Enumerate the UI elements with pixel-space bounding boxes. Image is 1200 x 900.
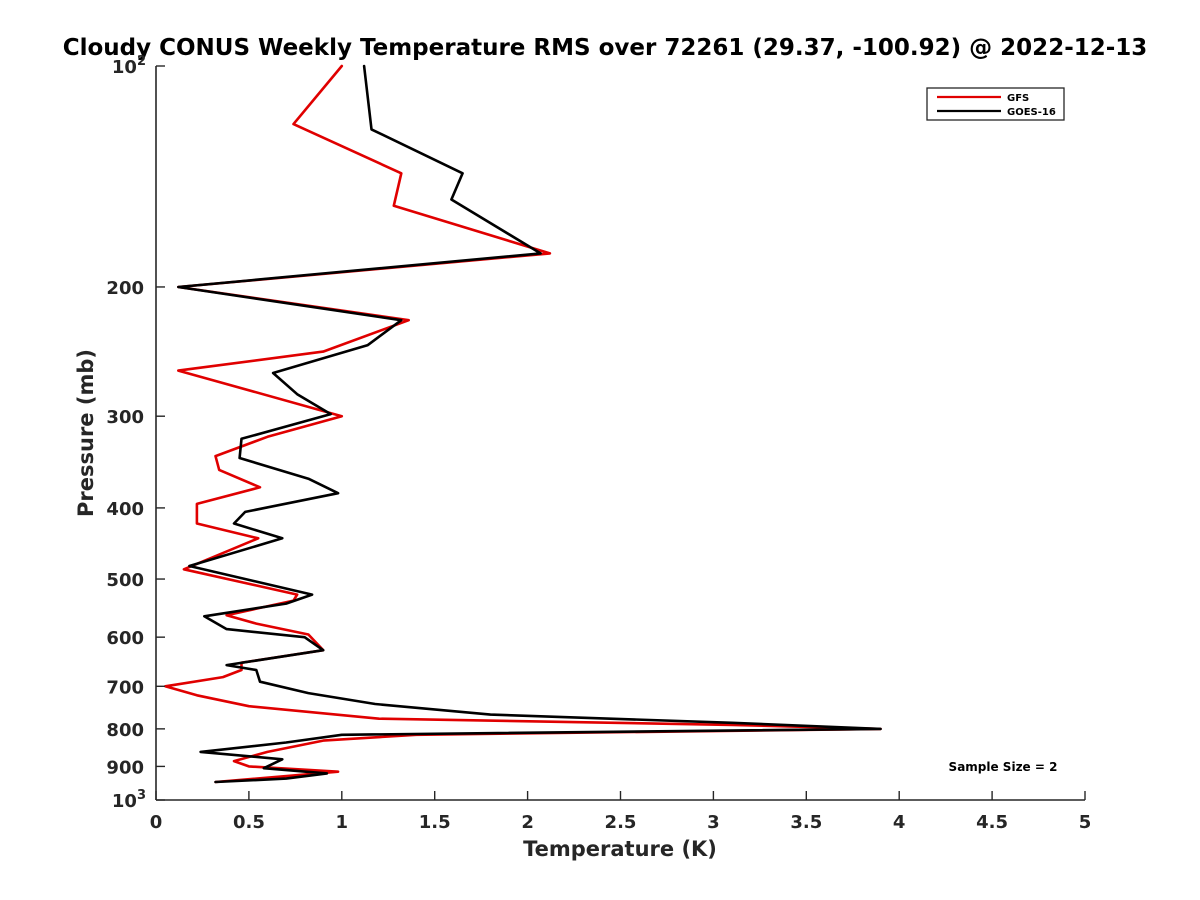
plot-background — [156, 66, 1085, 800]
x-tick-label: 2 — [521, 812, 534, 833]
x-tick-label: 1 — [336, 812, 349, 833]
x-axis-label: Temperature (K) — [523, 837, 717, 861]
x-tick-label: 3.5 — [790, 812, 822, 833]
legend-label-goes16: GOES-16 — [1007, 107, 1056, 118]
y-tick-label: 700 — [106, 677, 144, 698]
y-tick-label-base: 10 — [112, 791, 137, 812]
y-tick-label: 800 — [106, 720, 144, 741]
y-tick-label: 600 — [106, 628, 144, 649]
x-tick-label: 0.5 — [233, 812, 265, 833]
x-tick-label: 2.5 — [605, 812, 637, 833]
y-tick-label: 102 — [112, 54, 146, 78]
x-tick-label: 4 — [893, 812, 906, 833]
axes-layer: 0 0.5 1 1.5 2 2.5 3 3.5 4 4.5 51022003004005006007… — [106, 54, 1091, 833]
x-tick-label: 4.5 — [976, 812, 1008, 833]
y-tick-label: 400 — [106, 499, 144, 520]
legend-label-gfs: GFS — [1007, 93, 1029, 104]
x-tick-label: 5 — [1079, 812, 1092, 833]
y-tick-label: 200 — [106, 278, 144, 299]
sample-size-annotation: Sample Size = 2 — [949, 760, 1058, 774]
series-line-goes16 — [177, 64, 882, 784]
x-tick-label: 3 — [707, 812, 720, 833]
y-tick-label-base: 10 — [112, 57, 137, 78]
plot-area: 0 0.5 1 1.5 2 2.5 3 3.5 4 4.5 51022003004005006007… — [106, 54, 1091, 833]
y-tick-label-exponent: 2 — [137, 54, 146, 69]
chart-title: Cloudy CONUS Weekly Temperature RMS over… — [63, 35, 1148, 61]
legend: GFS GOES-16 — [926, 87, 1065, 121]
y-tick-label: 300 — [106, 407, 144, 428]
y-tick-label: 900 — [106, 757, 144, 778]
legend-box — [926, 87, 1065, 121]
y-tick-label: 500 — [106, 570, 144, 591]
y-tick-label-exponent: 3 — [137, 788, 146, 803]
x-tick-label: 0 — [150, 812, 163, 833]
x-tick-label: 1.5 — [419, 812, 451, 833]
y-tick-label: 103 — [112, 788, 146, 812]
series-layer — [164, 64, 882, 784]
y-axis-label: Pressure (mb) — [74, 349, 98, 517]
